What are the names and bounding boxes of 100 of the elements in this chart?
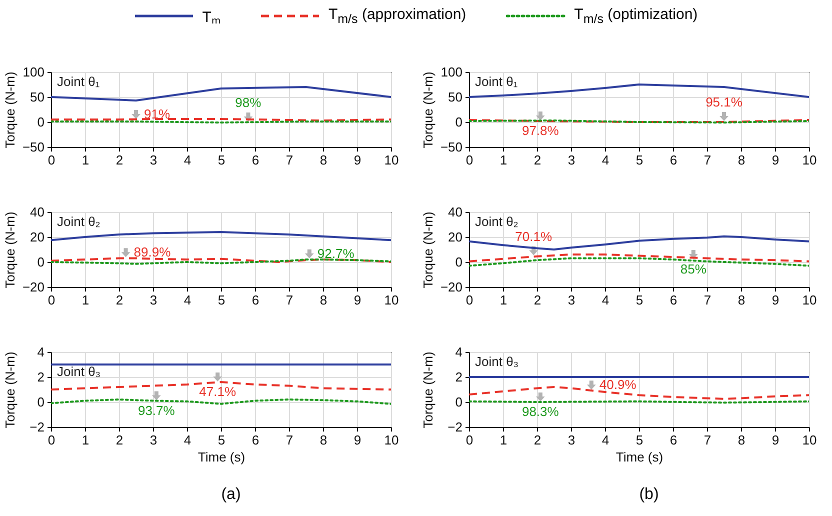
- legend-label: T$_{m/s}$ (approximation): [328, 6, 466, 26]
- y-tick-label: −2: [448, 420, 462, 434]
- x-tick-label: 2: [534, 432, 542, 448]
- x-tick-label: 4: [184, 432, 192, 448]
- x-tick-label: 0: [466, 292, 474, 308]
- x-tick-label: 2: [116, 152, 124, 168]
- x-tick-label: 3: [568, 292, 576, 308]
- x-tick-label: 10: [384, 292, 399, 308]
- y-tick-label: −20: [440, 280, 462, 294]
- y-tick-label: 0: [37, 394, 44, 410]
- y-tick-label: 0: [455, 114, 462, 130]
- y-tick-label: 0: [37, 254, 44, 270]
- x-tick-label: 10: [384, 432, 399, 448]
- y-tick-label: 0: [37, 114, 44, 130]
- x-tick-label: 10: [802, 432, 817, 448]
- x-tick-label: 4: [602, 432, 610, 448]
- x-tick-label: 6: [252, 152, 260, 168]
- x-tick-label: 7: [704, 292, 712, 308]
- x-tick-label: 2: [116, 432, 124, 448]
- y-axis-title: Torque (N-m): [2, 212, 18, 288]
- chart-title: Joint θ₁: [57, 74, 100, 89]
- x-tick-label: 6: [252, 432, 260, 448]
- y-tick-label: 40: [30, 204, 44, 220]
- x-tick-label: 5: [218, 432, 226, 448]
- y-axis-title: Torque (N-m): [2, 352, 18, 428]
- x-tick-label: 0: [48, 432, 56, 448]
- x-tick-label: 1: [82, 292, 90, 308]
- x-axis-title: Time (s): [616, 450, 664, 464]
- text: (b): [638, 486, 660, 504]
- x-tick-label: 8: [320, 152, 328, 168]
- x-tick-label: 1: [82, 152, 90, 168]
- x-tick-label: 3: [150, 292, 158, 308]
- y-tick-label: −2: [30, 420, 44, 434]
- x-tick-label: 9: [354, 432, 362, 448]
- x-tick-label: 4: [184, 152, 192, 168]
- y-tick-label: −50: [22, 140, 44, 154]
- y-tick-label: −20: [22, 280, 44, 294]
- x-tick-label: 3: [150, 432, 158, 448]
- annotation: 70.1%: [515, 228, 552, 244]
- x-tick-label: 2: [534, 152, 542, 168]
- x-tick-label: 9: [354, 292, 362, 308]
- x-tick-label: 5: [636, 432, 644, 448]
- x-tick-label: 10: [384, 152, 399, 168]
- y-axis-title: Torque (N-m): [420, 72, 436, 148]
- legend-label: Tₘ: [202, 8, 220, 26]
- x-tick-label: 9: [354, 152, 362, 168]
- chart-title: Joint θ₂: [475, 214, 518, 229]
- x-tick-label: 7: [704, 432, 712, 448]
- chart-title: Joint θ₂: [57, 214, 100, 229]
- x-tick-label: 5: [218, 152, 226, 168]
- chart-title: Joint θ₃: [475, 354, 519, 369]
- x-tick-label: 3: [150, 152, 158, 168]
- x-tick-label: 5: [218, 292, 226, 308]
- x-tick-label: 7: [286, 152, 294, 168]
- x-tick-label: 6: [670, 152, 678, 168]
- x-tick-label: 1: [500, 432, 508, 448]
- text: (a): [220, 486, 242, 504]
- chart-title: Joint θ₁: [475, 74, 518, 89]
- y-tick-label: 100: [440, 64, 462, 80]
- x-tick-label: 5: [636, 152, 644, 168]
- x-tick-label: 0: [48, 292, 56, 308]
- y-tick-label: 20: [448, 230, 462, 244]
- x-tick-label: 8: [320, 292, 328, 308]
- x-tick-label: 7: [286, 432, 294, 448]
- x-tick-label: 7: [704, 152, 712, 168]
- y-tick-label: 4: [37, 344, 44, 360]
- annotation: 95.1%: [706, 94, 743, 110]
- text: Joint θ₃: [57, 364, 101, 379]
- y-tick-label: 100: [22, 64, 44, 80]
- x-tick-label: 4: [184, 292, 192, 308]
- x-tick-label: 4: [602, 152, 610, 168]
- x-tick-label: 0: [466, 432, 474, 448]
- x-tick-label: 10: [802, 292, 817, 308]
- x-tick-label: 6: [252, 292, 260, 308]
- annotation: 91%: [144, 106, 170, 122]
- x-tick-label: 2: [116, 292, 124, 308]
- x-tick-label: 7: [286, 292, 294, 308]
- line-series: [51, 231, 391, 242]
- x-tick-label: 9: [772, 432, 780, 448]
- x-tick-label: 8: [738, 292, 746, 308]
- x-tick-label: 3: [568, 152, 576, 168]
- annotation: 85%: [680, 262, 707, 276]
- x-tick-label: 1: [500, 152, 508, 168]
- x-tick-label: 8: [738, 432, 746, 448]
- annotation: 89.9%: [134, 244, 172, 260]
- y-tick-label: −50: [440, 140, 462, 154]
- annotation: 92.7%: [317, 246, 355, 261]
- annotation: 47.1%: [199, 384, 236, 399]
- y-axis-title: Torque (N-m): [2, 72, 18, 148]
- x-tick-label: 9: [772, 292, 780, 308]
- x-tick-label: 10: [802, 152, 817, 168]
- y-tick-label: 0: [455, 254, 462, 270]
- x-tick-label: 3: [568, 432, 576, 448]
- x-tick-label: 9: [772, 152, 780, 168]
- x-tick-label: 4: [602, 292, 610, 308]
- y-tick-label: 40: [448, 204, 462, 220]
- x-tick-label: 0: [466, 152, 474, 168]
- y-tick-label: 20: [30, 230, 44, 244]
- x-tick-label: 1: [500, 292, 508, 308]
- y-axis-title: Torque (N-m): [420, 212, 436, 288]
